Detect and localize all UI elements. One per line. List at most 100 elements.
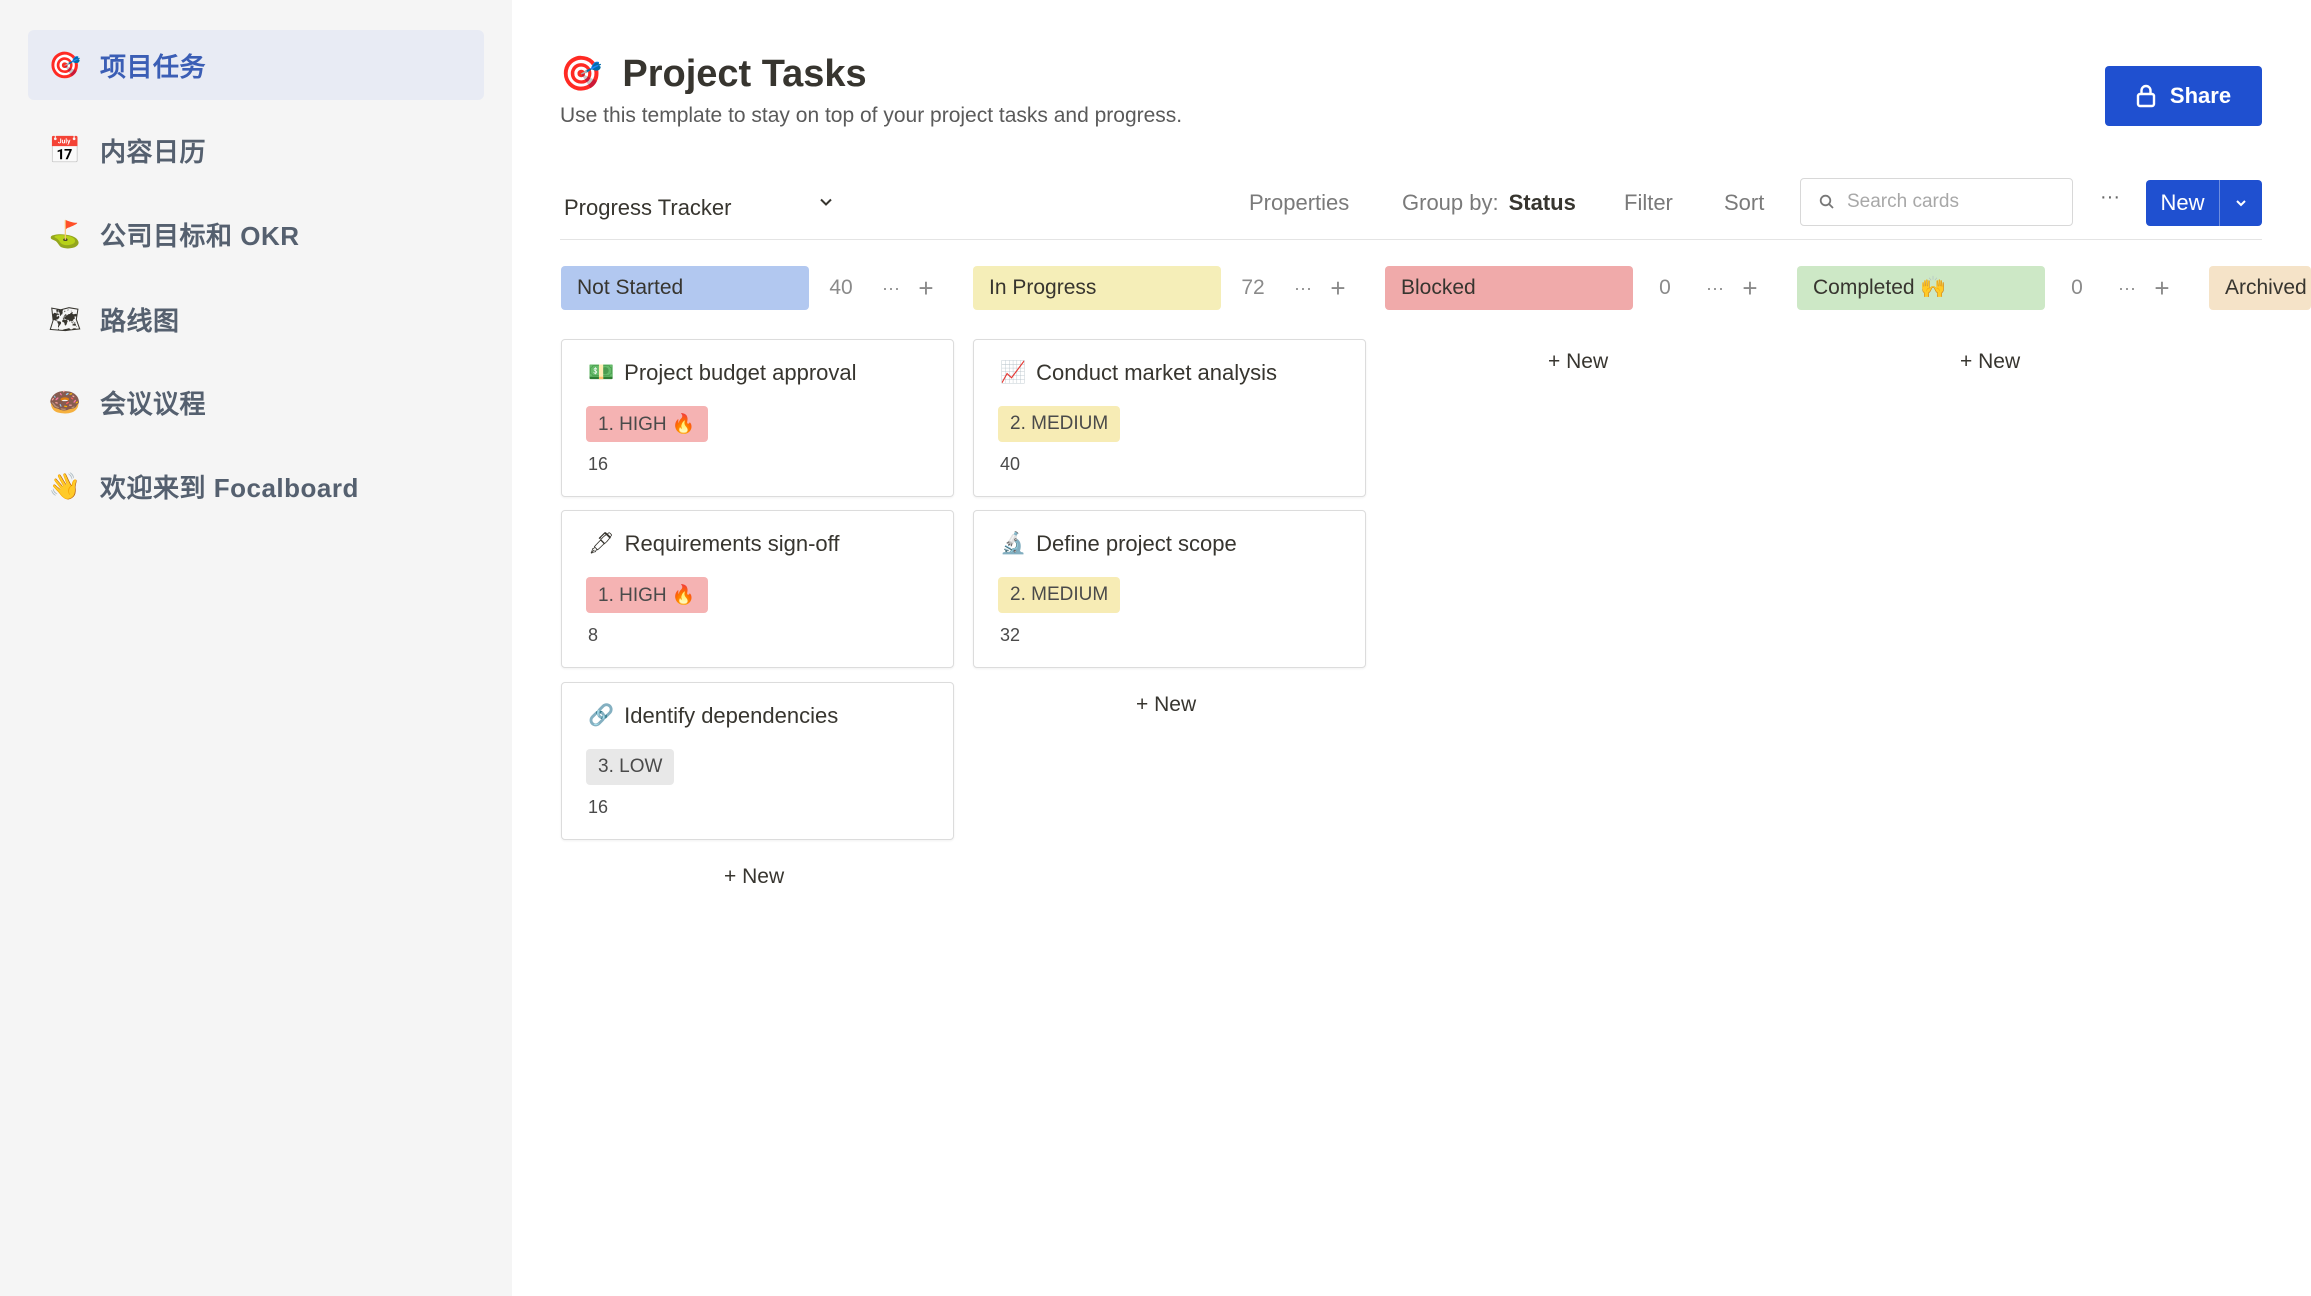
share-button[interactable]: Share (2105, 66, 2262, 126)
priority-badge: 1. HIGH 🔥 (586, 577, 708, 613)
priority-badge: 1. HIGH 🔥 (586, 406, 708, 442)
add-new-card-button[interactable]: + New (1136, 693, 1197, 716)
card-title-text: Define project scope (1036, 531, 1237, 556)
donut-icon: 🍩 (48, 387, 82, 417)
column-count: 0 (2071, 276, 2083, 299)
column-label[interactable]: Blocked (1385, 266, 1633, 310)
pen-icon: 🖋 (588, 532, 615, 555)
filter-button[interactable]: Filter (1624, 190, 1673, 215)
column-header-in-progress: In Progress 72 ··· + (973, 266, 1355, 310)
add-new-card-button[interactable]: + New (1548, 350, 1609, 373)
card-title-text: Requirements sign-off (624, 531, 840, 556)
sidebar-item-label: 会议议程 (100, 388, 207, 419)
column-label[interactable]: Archived (2209, 266, 2311, 310)
column-header-blocked: Blocked 0 ··· + (1385, 266, 1767, 310)
sidebar-item-label: 欢迎来到 Focalboard (100, 472, 359, 503)
column-count: 40 (829, 276, 853, 299)
search-icon (1819, 194, 1834, 209)
column-options-button[interactable]: ··· (882, 277, 900, 298)
column-header-completed: Completed 🙌 0 ··· + (1797, 266, 2179, 310)
card[interactable]: 🖋 Requirements sign-off 1. HIGH 🔥 8 (561, 510, 954, 668)
properties-button[interactable]: Properties (1249, 190, 1350, 215)
column-label[interactable]: Not Started (561, 266, 809, 310)
sidebar-item-label: 路线图 (100, 305, 180, 336)
card-title: 📈 Conduct market analysis (1000, 360, 1277, 386)
column-header-not-started: Not Started 40 ··· + (561, 266, 943, 310)
golf-flag-icon: ⛳ (48, 219, 82, 249)
waving-hand-icon: 👋 (48, 471, 82, 501)
column-count: 0 (1659, 276, 1671, 299)
view-selector[interactable]: Progress Tracker (564, 190, 834, 226)
card-title: 🖋 Requirements sign-off (588, 531, 839, 557)
group-by-label: Group by: (1402, 190, 1499, 215)
sort-button[interactable]: Sort (1724, 190, 1765, 215)
column-add-button[interactable]: + (2154, 272, 2170, 303)
money-icon: 💵 (588, 361, 615, 384)
sidebar-item-roadmap[interactable]: 🗺 路线图 (28, 284, 484, 354)
target-icon[interactable]: 🎯 (560, 55, 603, 93)
new-template-dropdown[interactable] (2220, 180, 2262, 226)
column-options-button[interactable]: ··· (2118, 277, 2136, 298)
card-title-text: Project budget approval (624, 360, 857, 385)
estimated-hours: 40 (1000, 454, 1021, 474)
microscope-icon: 🔬 (1000, 532, 1027, 555)
card-title-text: Identify dependencies (624, 703, 839, 728)
card-title-text: Conduct market analysis (1036, 360, 1278, 385)
card[interactable]: 🔬 Define project scope 2. MEDIUM 32 (973, 510, 1366, 668)
card[interactable]: 🔗 Identify dependencies 3. LOW 16 (561, 682, 954, 840)
sidebar-item-welcome[interactable]: 👋 欢迎来到 Focalboard (28, 451, 484, 521)
view-toolbar: Progress Tracker Properties Group by: Sta… (560, 176, 2262, 240)
priority-badge: 2. MEDIUM (998, 577, 1121, 613)
column-count: 72 (1241, 276, 1265, 299)
chart-up-icon: 📈 (1000, 361, 1027, 384)
column-label[interactable]: Completed 🙌 (1797, 266, 2045, 310)
target-icon: 🎯 (48, 50, 82, 80)
estimated-hours: 16 (588, 454, 609, 474)
estimated-hours: 32 (1000, 625, 1021, 645)
estimated-hours: 16 (588, 797, 609, 817)
page-description[interactable]: Use this template to stay on top of your… (560, 104, 1183, 127)
priority-badge: 3. LOW (586, 749, 675, 785)
column-add-button[interactable]: + (1742, 272, 1758, 303)
sidebar-item-project-tasks[interactable]: 🎯 项目任务 (28, 30, 484, 100)
column-add-button[interactable]: + (918, 272, 934, 303)
calendar-icon: 📅 (48, 135, 82, 165)
more-options-button[interactable]: ··· (2100, 186, 2120, 208)
sidebar-item-company-okr[interactable]: ⛳ 公司目标和 OKR (28, 199, 484, 269)
view-name: Progress Tracker (564, 195, 732, 220)
column-options-button[interactable]: ··· (1706, 277, 1724, 298)
title-row: 🎯 Project Tasks (560, 48, 867, 100)
card-title: 💵 Project budget approval (588, 360, 857, 386)
sidebar-item-meeting-agenda[interactable]: 🍩 会议议程 (28, 367, 484, 437)
chevron-down-icon (820, 198, 832, 206)
lock-icon (2136, 84, 2156, 108)
sidebar-item-label: 内容日历 (100, 136, 207, 167)
page-title[interactable]: Project Tasks (622, 52, 867, 95)
column-options-button[interactable]: ··· (1294, 277, 1312, 298)
column-header-archived: Archived (2209, 266, 2311, 310)
estimated-hours: 8 (588, 625, 599, 645)
group-by-button[interactable]: Group by: Status (1402, 190, 1576, 216)
chevron-down-icon (2236, 200, 2246, 207)
link-icon: 🔗 (588, 704, 615, 727)
add-new-card-button[interactable]: + New (724, 865, 785, 888)
column-add-button[interactable]: + (1330, 272, 1346, 303)
column-label[interactable]: In Progress (973, 266, 1221, 310)
sidebar-item-label: 公司目标和 OKR (100, 220, 300, 251)
priority-badge: 2. MEDIUM (998, 406, 1121, 442)
share-label: Share (2169, 83, 2232, 108)
card-title: 🔗 Identify dependencies (588, 703, 838, 729)
add-new-card-button[interactable]: + New (1960, 350, 2021, 373)
search-box (1800, 178, 2073, 226)
group-by-value: Status (1508, 190, 1576, 215)
sidebar-item-label: 项目任务 (100, 51, 207, 82)
card[interactable]: 📈 Conduct market analysis 2. MEDIUM 40 (973, 339, 1366, 497)
map-icon: 🗺 (48, 304, 82, 334)
card-title: 🔬 Define project scope (1000, 531, 1237, 557)
sidebar-item-content-calendar[interactable]: 📅 内容日历 (28, 115, 484, 185)
card[interactable]: 💵 Project budget approval 1. HIGH 🔥 16 (561, 339, 954, 497)
search-input[interactable] (1847, 191, 2057, 213)
sidebar: 🎯 项目任务 📅 内容日历 ⛳ 公司目标和 OKR 🗺 路线图 🍩 会议议程 👋… (0, 0, 512, 1296)
new-card-button-group: New (2146, 180, 2262, 226)
new-card-button[interactable]: New (2146, 180, 2220, 226)
